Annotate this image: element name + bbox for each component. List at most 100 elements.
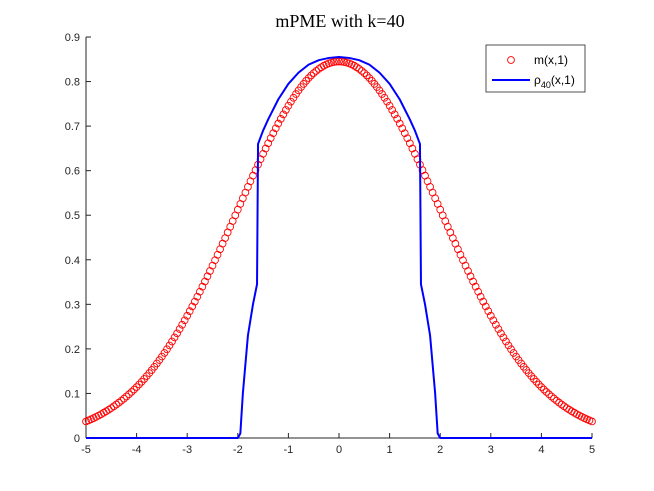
chart-title: mPME with k=40 [275,11,404,31]
data-point [499,333,508,342]
data-point [352,63,361,72]
y-tick-label: 0.6 [65,166,80,178]
data-point [178,320,186,329]
data-point [132,383,141,391]
x-tick-label: -1 [284,444,294,456]
data-point [471,282,480,291]
data-point [385,101,394,110]
x-tick-label: 2 [437,444,443,456]
data-point [279,110,288,119]
data-point [398,124,407,133]
x-tick-label: -5 [81,444,91,456]
data-point [380,93,389,102]
data-point [261,144,270,153]
x-tick-label: -4 [132,444,142,456]
x-tick-label: 5 [589,444,595,456]
data-point [390,110,399,119]
data-point [165,341,174,350]
data-point [362,71,371,80]
data-point [497,329,505,338]
data-point [486,311,495,320]
series-markers-m [82,57,596,426]
data-point [107,404,116,412]
data-point [529,375,538,383]
data-point [115,398,123,407]
data-point [180,316,189,325]
data-point [335,57,343,66]
data-point [494,325,503,333]
data-point [135,380,143,389]
data-point [185,307,194,315]
legend: m(x,1) ρ40(x,1) [485,44,586,93]
x-tick-label: -3 [182,444,192,456]
data-point [469,277,477,286]
data-point [125,390,133,399]
data-point [130,385,138,394]
data-point [190,297,199,306]
y-tick-label: 0.1 [65,388,80,400]
x-tick-label: 4 [538,444,544,456]
data-point [282,106,290,114]
data-point [173,329,181,338]
data-point [545,390,553,399]
data-point [284,101,293,110]
data-point [393,115,402,123]
legend-label: ρ40(x,1) [534,73,575,90]
data-point [163,345,171,354]
data-point [269,129,278,138]
data-point [360,69,369,77]
data-point [588,417,596,426]
plot-area [86,37,592,438]
data-point [502,337,510,346]
data-point [492,320,500,329]
data-point [540,385,548,394]
data-point [484,307,493,315]
data-point [287,97,295,106]
series-layer [82,56,596,439]
axes: -5 -4 -3 -2 -1 0 1 2 3 4 5 0 0.1 0.2 0.3 0.4 0.5 0.6 0.7 0.… [65,32,595,456]
data-point [276,115,285,123]
data-point [188,302,197,311]
data-point [388,106,396,114]
data-point [271,124,280,133]
data-point [312,67,321,75]
data-point [170,333,179,342]
data-point [117,396,126,405]
data-point [357,67,366,75]
data-point [552,396,561,405]
y-tick-label: 0 [74,433,80,445]
data-point [196,287,204,296]
data-point [403,134,412,143]
data-point [168,337,176,346]
data-point [537,383,546,391]
y-tick-label: 0.2 [65,344,80,356]
y-tick-label: 0.9 [65,32,80,44]
data-point [405,139,414,148]
data-point [476,292,485,301]
data-point [120,394,128,403]
data-point [479,297,488,306]
data-point [535,380,543,389]
data-point [109,402,118,411]
y-tick-label: 0.4 [65,255,80,267]
data-point [474,287,483,296]
data-point [383,97,391,106]
x-tick-label: 0 [336,444,342,456]
x-tick-label: 1 [387,444,393,456]
data-point [127,388,136,396]
data-point [532,377,541,386]
data-point [307,71,316,80]
y-tick-label: 0.8 [65,77,80,89]
legend-box [485,44,586,93]
series-line-rho [86,56,592,439]
data-point [550,394,558,403]
data-point [542,388,551,396]
data-point [365,74,374,82]
legend-label: m(x,1) [534,53,568,67]
data-point [555,398,563,407]
data-point [175,325,184,333]
data-point [395,119,404,128]
data-point [557,400,566,409]
x-tick-label: 3 [488,444,494,456]
data-point [504,341,513,350]
